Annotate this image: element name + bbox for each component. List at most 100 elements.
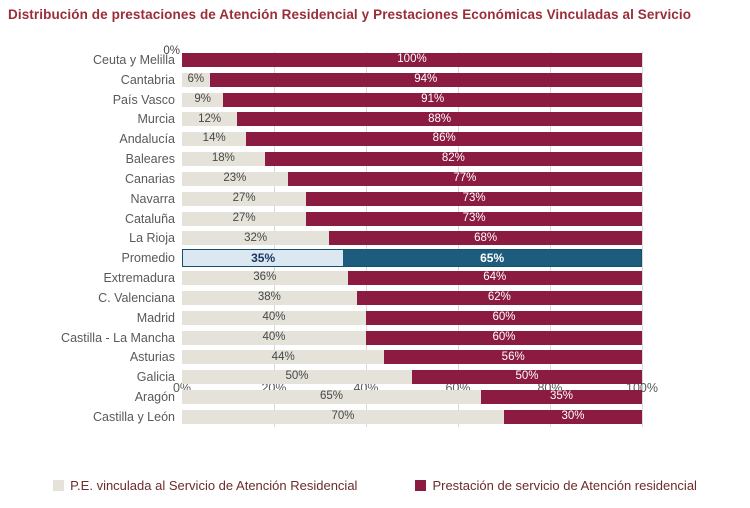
segment-pe-vinculada: 14% bbox=[182, 132, 247, 147]
legend-label-pe-vinculada: P.E. vinculada al Servicio de Atención R… bbox=[70, 478, 358, 493]
category-label: La Rioja bbox=[129, 231, 175, 246]
stacked-bar: 6% 94% bbox=[182, 72, 642, 87]
category-label: Extremadura bbox=[103, 271, 175, 286]
stacked-bar: 18% 82% bbox=[182, 152, 642, 167]
bar-track: 18% 82% bbox=[182, 149, 642, 169]
bar-track: 36% 64% bbox=[182, 268, 642, 288]
value-label: 50% bbox=[285, 370, 309, 383]
bar-track: 27% 73% bbox=[182, 209, 642, 229]
value-label: 27% bbox=[232, 191, 256, 204]
segment-pe-vinculada: 35% bbox=[183, 249, 344, 267]
chart-row: Extremadura 36% 64% bbox=[0, 268, 750, 288]
segment-prestacion-servicio: 77% bbox=[287, 171, 642, 186]
category-label: Navarra bbox=[130, 191, 175, 206]
stacked-bar: 70% 30% bbox=[182, 409, 642, 424]
segment-prestacion-servicio: 68% bbox=[329, 231, 642, 246]
chart-row: Cataluña 27% 73% bbox=[0, 209, 750, 229]
value-label: 9% bbox=[194, 92, 211, 105]
stacked-bar: 35% 65% bbox=[182, 248, 642, 268]
value-label: 62% bbox=[487, 291, 511, 304]
stacked-bar: 12% 88% bbox=[182, 112, 642, 127]
segment-prestacion-servicio: 94% bbox=[209, 72, 642, 87]
stacked-bar: 27% 73% bbox=[182, 191, 642, 206]
value-label: 88% bbox=[428, 112, 452, 125]
chart-row: Murcia 12% 88% bbox=[0, 109, 750, 129]
legend-item-prestacion-servicio: Prestación de servicio de Atención resid… bbox=[415, 478, 697, 493]
value-label: 14% bbox=[202, 132, 226, 145]
segment-prestacion-servicio: 56% bbox=[384, 350, 642, 365]
stacked-bar: 100% bbox=[182, 52, 642, 67]
category-label: Murcia bbox=[137, 112, 175, 127]
value-label: 27% bbox=[232, 211, 256, 224]
segment-pe-vinculada: 40% bbox=[182, 330, 366, 345]
value-label: 50% bbox=[515, 370, 539, 383]
segment-pe-vinculada: 70% bbox=[182, 409, 504, 424]
chart-row: Galicia 50% 50% bbox=[0, 367, 750, 387]
category-label: Cantabria bbox=[120, 72, 175, 87]
value-label: 73% bbox=[462, 191, 486, 204]
bar-track: 9% 91% bbox=[182, 90, 642, 110]
chart-row: Castilla - La Mancha 40% 60% bbox=[0, 328, 750, 348]
gridline bbox=[642, 52, 643, 427]
segment-prestacion-servicio: 35% bbox=[481, 389, 642, 404]
plot-area: Ceuta y Melilla 100% 0% Cantabria 6% 94% País … bbox=[0, 45, 750, 427]
stacked-bar: 36% 64% bbox=[182, 271, 642, 286]
chart-row: Asturias 44% 56% bbox=[0, 347, 750, 367]
category-label: Madrid bbox=[136, 310, 175, 325]
category-label: C. Valenciana bbox=[98, 290, 175, 305]
segment-pe-vinculada: 38% bbox=[182, 290, 357, 305]
bar-track: 32% 68% bbox=[182, 228, 642, 248]
segment-prestacion-servicio: 65% bbox=[343, 249, 641, 267]
bar-track: 35% 65% bbox=[182, 248, 642, 268]
bar-track: 14% 86% bbox=[182, 129, 642, 149]
segment-prestacion-servicio: 91% bbox=[223, 92, 642, 107]
chart-row: Andalucía 14% 86% bbox=[0, 129, 750, 149]
bar-track: 70% 30% bbox=[182, 407, 642, 427]
value-label: 32% bbox=[244, 231, 268, 244]
legend-label-prestacion-servicio: Prestación de servicio de Atención resid… bbox=[432, 478, 697, 493]
value-label: 60% bbox=[492, 330, 516, 343]
value-label: 70% bbox=[331, 410, 355, 423]
segment-prestacion-servicio: 30% bbox=[504, 409, 642, 424]
bar-track: 27% 73% bbox=[182, 189, 642, 209]
segment-prestacion-servicio: 73% bbox=[306, 211, 642, 226]
segment-prestacion-servicio: 100% bbox=[182, 52, 642, 67]
value-label: 40% bbox=[262, 310, 286, 323]
segment-pe-vinculada: 9% bbox=[182, 92, 224, 107]
segment-prestacion-servicio: 64% bbox=[347, 271, 642, 286]
chart-row: Castilla y León 70% 30% bbox=[0, 407, 750, 427]
chart-rows: Ceuta y Melilla 100% 0% Cantabria 6% 94% País … bbox=[0, 45, 750, 427]
segment-prestacion-servicio: 60% bbox=[366, 330, 642, 345]
stacked-bar: 40% 60% bbox=[182, 310, 642, 325]
value-label: 65% bbox=[319, 390, 344, 403]
value-label: 73% bbox=[462, 211, 486, 224]
category-label: Castilla y León bbox=[93, 409, 175, 424]
value-label: 86% bbox=[432, 132, 456, 145]
bar-track: 40% 60% bbox=[182, 328, 642, 348]
value-label: 77% bbox=[453, 172, 477, 185]
stacked-bar: 9% 91% bbox=[182, 92, 642, 107]
value-label-outside: 0% bbox=[163, 45, 180, 57]
value-label: 44% bbox=[271, 350, 295, 363]
value-label: 18% bbox=[211, 152, 235, 165]
bar-track: 44% 56% bbox=[182, 347, 642, 367]
category-label: País Vasco bbox=[112, 92, 175, 107]
value-label: 12% bbox=[198, 112, 222, 125]
stacked-bar: 44% 56% bbox=[182, 350, 642, 365]
value-label: 60% bbox=[492, 310, 516, 323]
segment-prestacion-servicio: 62% bbox=[356, 290, 642, 305]
chart-row: Baleares 18% 82% bbox=[0, 149, 750, 169]
category-label: Aragón bbox=[134, 389, 175, 404]
segment-prestacion-servicio: 86% bbox=[246, 132, 642, 147]
chart-row: País Vasco 9% 91% bbox=[0, 90, 750, 110]
value-label: 35% bbox=[251, 251, 276, 266]
chart-row: Cantabria 6% 94% bbox=[0, 70, 750, 90]
chart-row: Canarias 23% 77% bbox=[0, 169, 750, 189]
segment-pe-vinculada: 6% bbox=[182, 72, 210, 87]
bar-track: 12% 88% bbox=[182, 109, 642, 129]
value-label: 82% bbox=[441, 152, 465, 165]
legend-swatch-maroon-icon bbox=[415, 480, 427, 491]
chart-row: C. Valenciana 38% 62% bbox=[0, 288, 750, 308]
legend-item-pe-vinculada: P.E. vinculada al Servicio de Atención R… bbox=[53, 478, 357, 493]
